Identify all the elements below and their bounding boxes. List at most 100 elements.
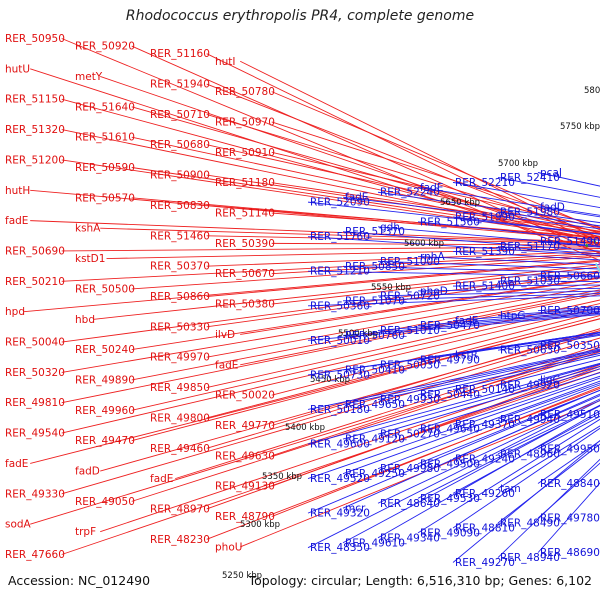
gene-label: ligC	[540, 374, 560, 386]
leader-line	[271, 346, 600, 457]
leader-line	[61, 98, 600, 245]
gene-label: RER_51200	[5, 154, 65, 166]
gene-label: RER_47660	[5, 549, 65, 561]
gene-label: RER_49510	[540, 409, 600, 421]
gene-label: RER_51400	[455, 281, 515, 293]
leader-line	[417, 418, 600, 534]
gene-label: hutH	[5, 185, 30, 197]
gene-label: RER_50660	[540, 271, 600, 283]
leader-line	[93, 264, 600, 320]
gene-label: RER_50020	[215, 390, 275, 402]
leader-line	[377, 350, 600, 401]
leader-line	[240, 277, 600, 335]
leader-line	[342, 404, 600, 544]
gene-label: RER_51070	[345, 295, 405, 307]
gene-label: fadE	[420, 182, 443, 194]
gene-label: RER_50970	[215, 116, 275, 128]
leader-line	[342, 312, 600, 336]
gene-label: RER_49130	[215, 481, 275, 493]
gene-label: RER_50720	[380, 290, 440, 302]
gene-label: RER_48790	[215, 511, 275, 523]
leader-line	[417, 389, 600, 465]
gene-label: RER_51160	[150, 48, 210, 60]
gene-label: RER_50360	[310, 300, 370, 312]
leader-line	[30, 220, 600, 243]
leader-line	[206, 331, 600, 449]
gene-label: RER_50630	[500, 345, 560, 357]
gene-label: RER_50440	[420, 389, 480, 401]
leader-line	[131, 106, 600, 240]
leader-line	[452, 181, 600, 208]
leader-line	[342, 380, 600, 475]
gene-label: RER_50010	[310, 335, 370, 347]
leader-line	[206, 299, 600, 388]
leader-line	[61, 246, 600, 252]
leader-line	[377, 290, 600, 297]
gene-label: metY	[75, 71, 103, 83]
kbp-tick-label: 5650 kbp	[440, 198, 480, 208]
gene-label: RER_51560	[420, 216, 480, 228]
gene-label: hpd	[5, 306, 25, 318]
gene-label: RER_50690	[5, 245, 65, 257]
gene-label: RER_48640	[380, 498, 440, 510]
gene-label: RER_50830	[150, 200, 210, 212]
gene-label: RER_49890	[75, 374, 135, 386]
kbp-tick-label: 5350 kbp	[262, 472, 302, 482]
leader-line	[497, 307, 600, 317]
gene-label: hutI	[215, 56, 236, 68]
leader-line	[30, 318, 600, 464]
gene-label: RER_51000	[380, 256, 440, 268]
leader-line	[537, 440, 600, 484]
leader-line	[61, 281, 600, 373]
label-leader-lines	[23, 38, 600, 563]
leader-line	[131, 256, 600, 290]
gene-label: fadE	[215, 359, 238, 371]
leader-line	[377, 398, 600, 504]
leader-line	[342, 265, 600, 274]
leader-line	[271, 182, 600, 232]
leader-line	[307, 389, 600, 514]
cog-stripe	[595, 262, 600, 274]
leader-line	[206, 144, 600, 233]
gene-label: RER_49630	[215, 450, 275, 462]
leader-line	[307, 399, 600, 549]
gene-label: RER_50350	[540, 340, 600, 352]
leader-line	[271, 91, 600, 231]
leader-line	[61, 252, 600, 282]
leader-line	[497, 246, 600, 255]
gene-label: RER_52090	[310, 197, 370, 209]
leader-line	[377, 384, 600, 470]
leader-line	[100, 330, 600, 472]
gene-label: RER_50730	[310, 369, 370, 381]
leader-line	[131, 167, 600, 237]
leader-line	[377, 368, 600, 435]
gene-label: RER_50390	[215, 238, 275, 250]
gene-label: RER_48810	[455, 522, 515, 534]
gene-label: RER_49470	[75, 435, 135, 447]
gene-label: RER_49950	[540, 443, 600, 455]
gene-label: RER_50040	[5, 337, 65, 349]
forward-cog-track	[595, 261, 600, 274]
gene-label: RER_51010	[380, 325, 440, 337]
leader-line	[100, 76, 600, 248]
leader-line	[417, 221, 600, 241]
gene-label: ilvD	[215, 329, 235, 341]
gene-label: RER_50270	[380, 429, 440, 441]
gene-label: phoU	[215, 541, 242, 553]
leader-line	[307, 331, 600, 376]
gene-label: kstR	[455, 350, 478, 362]
gene-label: RER_51210	[310, 266, 370, 278]
gene-label: RER_50140	[455, 384, 515, 396]
gene-label: kshA	[75, 223, 101, 235]
leader-line	[452, 439, 600, 563]
gene-label: RER_50410	[345, 364, 405, 376]
gene-label: hbd	[75, 314, 95, 326]
gene-label: trpF	[75, 526, 96, 538]
gene-label: RER_50570	[75, 192, 135, 204]
leader-line	[342, 349, 600, 405]
gene-label: RER_50330	[150, 321, 210, 333]
leader-line	[417, 287, 600, 292]
kbp-tick-label: 5800 kbp	[584, 86, 600, 96]
kbp-tick-label: 5400 kbp	[285, 423, 325, 433]
gene-label: RER_51030	[500, 276, 560, 288]
